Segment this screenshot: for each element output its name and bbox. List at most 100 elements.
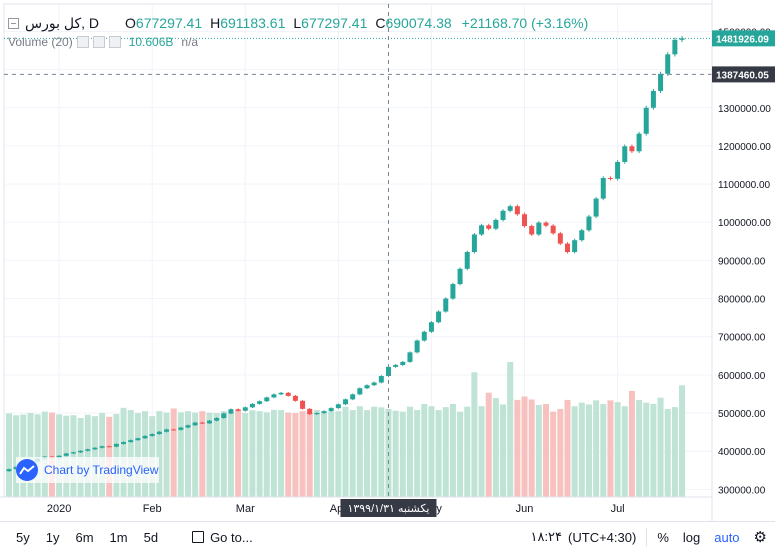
y-tick-label: 500000.00 <box>718 409 766 420</box>
crosshair <box>4 4 712 497</box>
volume-bar <box>263 412 270 497</box>
crosshair-date-label: یکشنبه ۱۳۹۹/۱/۳۱ <box>347 503 429 515</box>
range-5y[interactable]: 5y <box>16 529 30 545</box>
toolbar-divider <box>646 528 648 546</box>
candle <box>371 382 377 386</box>
candle <box>421 331 427 341</box>
x-tick-label: Mar <box>236 503 255 515</box>
collapse-icon[interactable] <box>8 17 19 29</box>
goto-button[interactable]: Go to... <box>192 530 253 545</box>
x-tick-label: 2020 <box>47 503 71 515</box>
y-tick-label: 400000.00 <box>718 447 766 458</box>
candle <box>271 394 277 398</box>
candle <box>622 146 628 162</box>
volume-bar <box>220 411 227 497</box>
range-5d[interactable]: 5d <box>143 529 159 545</box>
percent-toggle[interactable]: % <box>657 529 669 545</box>
gear-icon[interactable]: ⚙ <box>753 529 767 546</box>
volume-bar <box>557 408 564 497</box>
candle <box>493 219 499 229</box>
candle <box>214 418 220 421</box>
volume-bar <box>478 406 485 497</box>
tradingview-watermark[interactable]: Chart by TradingView <box>16 457 159 483</box>
candle <box>407 352 413 362</box>
volume-legend: Volume (20) 10.606B n/a <box>8 34 198 50</box>
candle <box>393 364 399 367</box>
candle <box>321 411 327 414</box>
volume-bar <box>299 411 306 497</box>
volume-bar <box>321 413 328 497</box>
crosshair-date-badge <box>340 499 437 517</box>
candle <box>486 225 492 229</box>
volume-bar <box>643 402 650 497</box>
candle <box>572 240 578 253</box>
close-value: 690074.38 <box>385 15 452 31</box>
change-value: +21168.70 (+3.16%) <box>461 15 589 31</box>
high-label: H <box>210 15 221 31</box>
watermark-text: Chart by TradingView <box>44 463 159 477</box>
candle <box>6 469 12 472</box>
candle <box>70 452 76 454</box>
range-1m[interactable]: 1m <box>109 529 128 545</box>
candle <box>357 388 363 395</box>
last-price-label: 1481926.09 <box>716 34 769 45</box>
range-6m[interactable]: 6m <box>75 529 94 545</box>
candles <box>6 36 685 472</box>
volume-label[interactable]: Volume (20) <box>8 35 73 49</box>
candle <box>564 243 570 253</box>
last-price-badge <box>712 30 775 47</box>
volume-bar <box>278 410 285 497</box>
candle <box>249 403 255 408</box>
volume-bar <box>564 399 571 497</box>
timezone-button[interactable]: ۱۸:۲۴ (UTC+4:30) <box>530 529 636 545</box>
volume-bar <box>600 403 607 497</box>
clock-time: ۱۸:۲۴ <box>530 529 563 544</box>
close-icon[interactable] <box>108 36 121 48</box>
candle <box>529 226 535 235</box>
symbol-name[interactable]: کل بورس, D <box>25 14 100 31</box>
volume-bar <box>485 392 492 497</box>
candle <box>557 233 563 244</box>
range-1y[interactable]: 1y <box>45 529 60 545</box>
log-toggle[interactable]: log <box>682 529 701 545</box>
volume-bar <box>514 399 521 497</box>
volume-bar <box>256 411 263 497</box>
volume-bar <box>163 412 170 497</box>
candle <box>99 446 105 448</box>
volume-bar <box>442 407 449 497</box>
volume-bar <box>679 385 686 497</box>
volume-bar <box>435 410 442 497</box>
open-value: 677297.41 <box>135 15 203 31</box>
candle <box>78 450 84 453</box>
volume-bar <box>650 403 657 497</box>
candle <box>285 392 291 396</box>
volume-bar <box>192 412 199 497</box>
candle <box>242 407 248 411</box>
volume-bar <box>27 413 34 497</box>
volume-bar <box>449 403 456 497</box>
candle <box>364 385 370 389</box>
open-label: O <box>125 15 136 31</box>
auto-toggle[interactable]: auto <box>714 529 740 545</box>
volume-bar <box>457 411 464 497</box>
timezone-label: (UTC+4:30) <box>568 529 637 545</box>
volume-bar <box>621 406 628 497</box>
candle <box>192 422 198 426</box>
x-tick-label: Jul <box>611 503 625 515</box>
volume-bar <box>392 410 399 497</box>
candle <box>479 225 485 235</box>
calendar-icon <box>192 531 205 543</box>
eye-icon[interactable] <box>76 36 89 48</box>
candle <box>679 38 685 40</box>
volume-bar <box>406 406 413 497</box>
settings-icon[interactable] <box>92 36 105 48</box>
candle <box>593 198 599 217</box>
candle <box>164 429 170 432</box>
candle <box>228 409 234 414</box>
volume-bar <box>13 415 20 497</box>
volume-bar <box>313 410 320 497</box>
volume-bar <box>70 415 77 497</box>
volume-bar <box>292 413 299 497</box>
